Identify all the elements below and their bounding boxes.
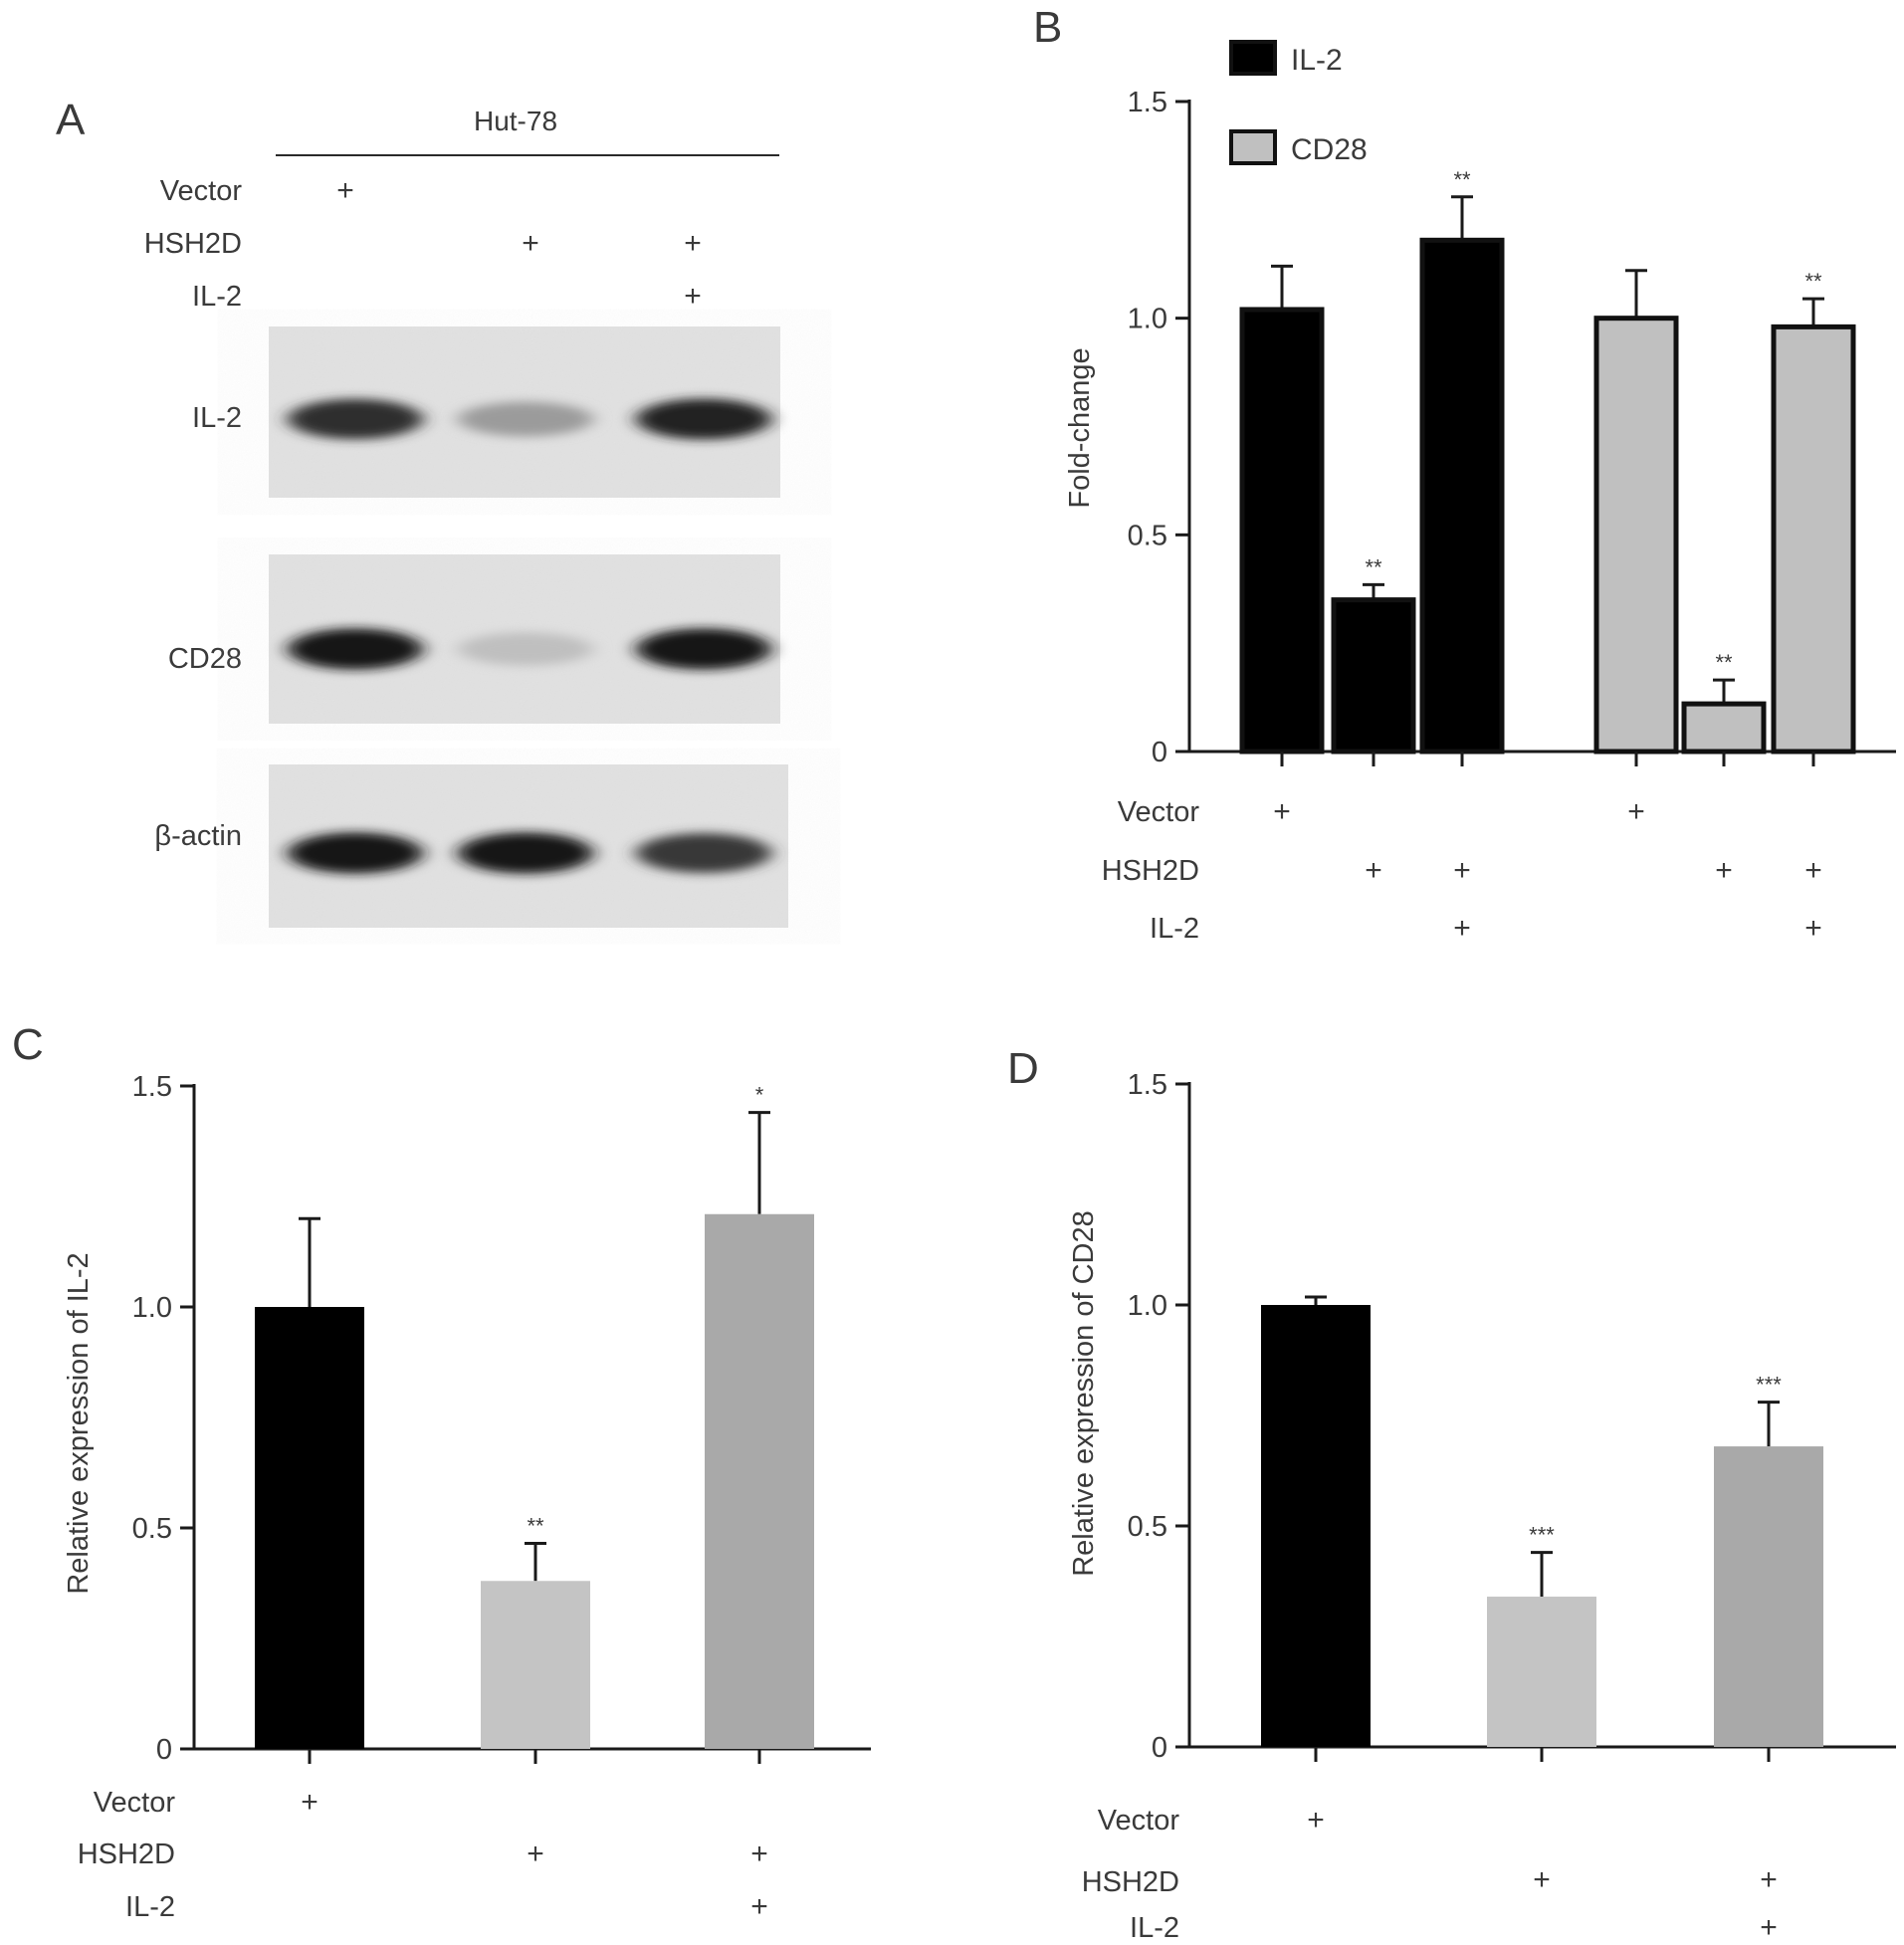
chart-c-bar-bar-1	[255, 1307, 364, 1749]
band-cd28-lane-1	[288, 628, 423, 670]
chart-b-condition-mark-hsh2d-5: +	[1715, 854, 1733, 887]
condition-mark-il-2-lane-3: +	[684, 280, 702, 313]
chart-d-bar-bar-2	[1487, 1597, 1596, 1747]
chart-b-significance-il-2-3: **	[1453, 167, 1471, 192]
chart-c-y-tick-label: 1.0	[132, 1292, 172, 1324]
chart-c-y-axis-label: Relative expression of IL-2	[63, 1252, 95, 1594]
chart-b-condition-mark-il-2-3: +	[1453, 912, 1471, 945]
chart-c-condition-mark-hsh2d-2: +	[527, 1837, 544, 1870]
band-il-2-lane-3	[636, 398, 771, 440]
chart-b-significance-cd28-2: **	[1715, 650, 1733, 675]
chart-b-bar-cd28-2	[1681, 701, 1767, 755]
chart-c-significance-bar-3: *	[755, 1083, 764, 1108]
chart-d-y-axis-label: Relative expression of CD28	[1068, 1210, 1100, 1577]
chart-d-condition-mark-il-2-3: +	[1760, 1911, 1778, 1944]
condition-mark-hsh2d-lane-3: +	[684, 227, 702, 260]
chart-d-condition-mark-hsh2d-2: +	[1533, 1863, 1551, 1896]
chart-b-bar-il-2-2	[1331, 597, 1416, 755]
panel-a-header: Hut-78	[474, 106, 557, 136]
chart-c-condition-label-vector: Vector	[94, 1787, 176, 1819]
panel-a-western-blot: A Hut-78 Vector HSH2D IL-2 IL-2 CD28 β-a…	[56, 96, 788, 928]
chart-c-condition-mark-vector-1: +	[301, 1786, 318, 1819]
chart-d-cd28-expression: 0 0.5 1.0 1.5 Relative expression of CD28 ***…	[1068, 1069, 1896, 1944]
chart-b-y-tick-label: 1.0	[1128, 304, 1167, 335]
chart-c-condition-label-hsh2d: HSH2D	[78, 1838, 175, 1870]
chart-c-bar-bar-2	[481, 1581, 590, 1749]
band-il-2-lane-2	[458, 401, 593, 437]
condition-mark-vector-lane-1: +	[336, 174, 354, 207]
band-cd28-lane-2	[458, 632, 593, 666]
chart-c-y-tick-label: 0	[156, 1734, 172, 1766]
chart-d-significance-bar-3: ***	[1756, 1373, 1782, 1398]
chart-b-legend-label-il-2: IL-2	[1291, 44, 1343, 77]
chart-c-condition-mark-hsh2d-3: +	[750, 1837, 768, 1870]
chart-b-condition-mark-vector-4: +	[1627, 795, 1645, 828]
blot-label-il2: IL-2	[192, 402, 242, 434]
chart-d-y-tick-label: 1.0	[1128, 1290, 1167, 1322]
chart-d-condition-label-il-2: IL-2	[1130, 1912, 1179, 1944]
chart-d-condition-mark-vector-1: +	[1307, 1804, 1325, 1837]
chart-b-condition-label-vector: Vector	[1118, 796, 1200, 828]
chart-b-y-tick-label: 0.5	[1128, 520, 1167, 551]
chart-b-bar-cd28-1	[1593, 316, 1679, 755]
chart-c-condition-label-il-2: IL-2	[125, 1891, 175, 1923]
chart-b-condition-mark-hsh2d-2: +	[1365, 854, 1382, 887]
chart-c-bar-bar-3	[705, 1213, 814, 1749]
band-actin-lane-1	[288, 832, 423, 874]
chart-b-y-axis-label: Fold-change	[1064, 347, 1096, 508]
condition-label-il2: IL-2	[192, 281, 242, 313]
chart-c-condition-mark-il-2-3: +	[750, 1890, 768, 1923]
band-actin-lane-2	[458, 832, 593, 874]
chart-c-y-tick-label: 0.5	[132, 1513, 172, 1545]
chart-d-condition-label-vector: Vector	[1098, 1805, 1180, 1837]
chart-d-condition-label-hsh2d: HSH2D	[1082, 1866, 1179, 1898]
band-actin-lane-3	[636, 833, 771, 873]
panel-b-letter: B	[1033, 3, 1062, 52]
blot-label-cd28: CD28	[168, 643, 242, 675]
chart-b-condition-label-il-2: IL-2	[1150, 913, 1199, 945]
band-il-2-lane-1	[288, 398, 423, 440]
panel-d-letter: D	[1007, 1044, 1039, 1093]
chart-d-significance-bar-2: ***	[1529, 1523, 1555, 1548]
chart-b-legend-label-cd28: CD28	[1291, 133, 1368, 166]
chart-b-fold-change: 0 0.5 1.0 1.5 Fold-change ** ** ** ** Vector + + HSH…	[1064, 40, 1896, 945]
chart-c-significance-bar-2: **	[527, 1514, 544, 1539]
chart-b-condition-mark-hsh2d-3: +	[1453, 854, 1471, 887]
condition-mark-hsh2d-lane-2: +	[522, 227, 539, 260]
band-cd28-lane-3	[636, 628, 771, 670]
chart-b-bar-il-2-1	[1239, 307, 1325, 755]
chart-b-legend-swatch-il-2	[1229, 40, 1277, 76]
condition-label-hsh2d: HSH2D	[144, 228, 242, 260]
chart-d-bar-bar-3	[1714, 1446, 1823, 1747]
chart-b-bar-cd28-3	[1771, 324, 1856, 755]
chart-d-y-tick-label: 0	[1152, 1732, 1167, 1764]
blot-label-beta-actin: β-actin	[154, 820, 242, 852]
chart-b-condition-label-hsh2d: HSH2D	[1102, 855, 1199, 887]
condition-label-vector: Vector	[160, 175, 243, 207]
chart-d-y-tick-label: 0.5	[1128, 1511, 1167, 1543]
chart-b-bar-il-2-3	[1419, 237, 1505, 755]
chart-c-y-tick-label: 1.5	[132, 1071, 172, 1103]
chart-b-significance-cd28-3: **	[1804, 269, 1822, 294]
chart-b-y-tick-label: 0	[1152, 737, 1167, 768]
chart-d-condition-mark-hsh2d-3: +	[1760, 1863, 1778, 1896]
chart-b-y-tick-label: 1.5	[1128, 87, 1167, 118]
chart-d-y-tick-label: 1.5	[1128, 1069, 1167, 1101]
chart-b-legend-swatch-cd28	[1229, 129, 1277, 165]
chart-d-bar-bar-1	[1261, 1305, 1371, 1747]
chart-b-condition-mark-hsh2d-6: +	[1804, 854, 1822, 887]
panel-c-letter: C	[12, 1020, 44, 1069]
chart-b-significance-il-2-2: **	[1365, 554, 1382, 579]
chart-b-condition-mark-vector-1: +	[1273, 795, 1291, 828]
panel-a-letter: A	[56, 96, 86, 144]
chart-b-condition-mark-il-2-6: +	[1804, 912, 1822, 945]
